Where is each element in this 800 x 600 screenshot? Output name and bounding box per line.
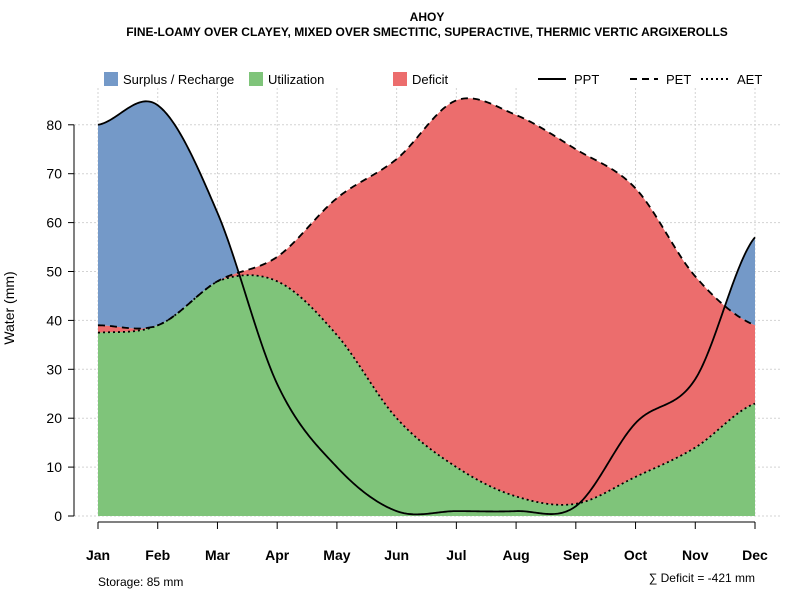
storage-label: Storage: 85 mm: [98, 575, 183, 589]
area-fills: [98, 98, 755, 516]
series-line-ppt: [97, 100, 756, 516]
series-line-pet: [97, 97, 756, 330]
series-lines: [97, 97, 756, 516]
surplus-recharge-area: [98, 98, 755, 329]
y-tick-label-2: 20: [46, 410, 62, 426]
y-tick-label-4: 40: [46, 312, 62, 328]
legend-label-1: Utilization: [268, 72, 324, 87]
legend-label-0: Surplus / Recharge: [123, 72, 234, 87]
legend-swatch-1: [249, 72, 263, 86]
deficit-area: [98, 98, 755, 505]
y-tick-label-1: 10: [46, 459, 62, 475]
legend-swatch-2: [393, 72, 407, 86]
x-tick-label-mar: Mar: [205, 547, 230, 563]
x-tick-label-may: May: [323, 547, 350, 563]
legend-label-2: Deficit: [412, 72, 449, 87]
y-tick-label-0: 0: [54, 508, 62, 524]
legend-label-pet: PET: [666, 72, 691, 87]
chart-subtitle: FINE-LOAMY OVER CLAYEY, MIXED OVER SMECT…: [126, 25, 728, 39]
x-tick-label-oct: Oct: [624, 547, 648, 563]
chart-title: AHOY: [410, 10, 445, 24]
y-tick-label-6: 60: [46, 215, 62, 231]
utilization-area: [98, 275, 755, 516]
x-tick-label-nov: Nov: [682, 547, 709, 563]
legend-label-ppt: PPT: [574, 72, 599, 87]
x-tick-label-dec: Dec: [742, 547, 768, 563]
x-tick-label-feb: Feb: [145, 547, 170, 563]
legend-swatch-0: [104, 72, 118, 86]
x-tick-label-sep: Sep: [563, 547, 589, 563]
y-tick-label-8: 80: [46, 117, 62, 133]
axes: 0 10 20 30 40 50 60 70 80 Jan Feb Mar Apr May Jun Jul Au…: [46, 117, 768, 563]
deficit-total-label: ∑ Deficit = -421 mm: [649, 571, 755, 585]
x-tick-label-jul: Jul: [446, 547, 466, 563]
y-tick-label-5: 50: [46, 264, 62, 280]
series-line-aet: [97, 274, 756, 506]
x-tick-label-aug: Aug: [502, 547, 529, 563]
legend: Surplus / Recharge Utilization Deficit PPT P…: [104, 72, 762, 87]
y-tick-label-7: 70: [46, 166, 62, 182]
y-tick-label-3: 30: [46, 361, 62, 377]
x-tick-label-jan: Jan: [86, 547, 110, 563]
x-tick-label-apr: Apr: [265, 547, 290, 563]
y-axis-label: Water (mm): [1, 271, 17, 344]
x-tick-label-jun: Jun: [384, 547, 409, 563]
legend-label-aet: AET: [737, 72, 762, 87]
